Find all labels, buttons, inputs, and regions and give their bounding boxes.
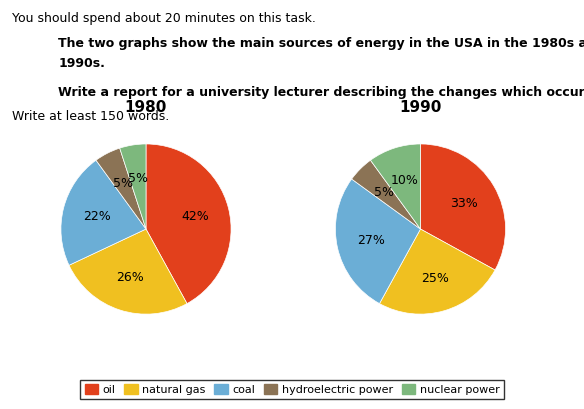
- Text: Write at least 150 words.: Write at least 150 words.: [12, 110, 169, 124]
- Legend: oil, natural gas, coal, hydroelectric power, nuclear power: oil, natural gas, coal, hydroelectric po…: [80, 380, 504, 399]
- Title: 1990: 1990: [399, 99, 442, 115]
- Wedge shape: [69, 229, 187, 314]
- Wedge shape: [96, 148, 146, 229]
- Title: 1980: 1980: [125, 99, 167, 115]
- Text: 5%: 5%: [374, 187, 394, 200]
- Text: 42%: 42%: [182, 210, 209, 223]
- Wedge shape: [146, 144, 231, 303]
- Text: Write a report for a university lecturer describing the changes which occurred.: Write a report for a university lecturer…: [58, 86, 584, 99]
- Text: The two graphs show the main sources of energy in the USA in the 1980s and the: The two graphs show the main sources of …: [58, 37, 584, 50]
- Text: 5%: 5%: [113, 177, 133, 190]
- Text: 26%: 26%: [116, 271, 144, 284]
- Wedge shape: [61, 160, 146, 265]
- Wedge shape: [370, 144, 420, 229]
- Text: 25%: 25%: [421, 272, 449, 285]
- Text: 10%: 10%: [391, 174, 419, 187]
- Wedge shape: [352, 160, 420, 229]
- Wedge shape: [420, 144, 506, 270]
- Text: 27%: 27%: [357, 234, 385, 247]
- Text: 22%: 22%: [83, 210, 110, 223]
- Wedge shape: [380, 229, 495, 314]
- Wedge shape: [335, 179, 420, 303]
- Text: 33%: 33%: [450, 197, 478, 209]
- Text: 1990s.: 1990s.: [58, 57, 105, 70]
- Wedge shape: [120, 144, 146, 229]
- Text: 5%: 5%: [128, 172, 148, 185]
- Text: You should spend about 20 minutes on this task.: You should spend about 20 minutes on thi…: [12, 12, 315, 25]
